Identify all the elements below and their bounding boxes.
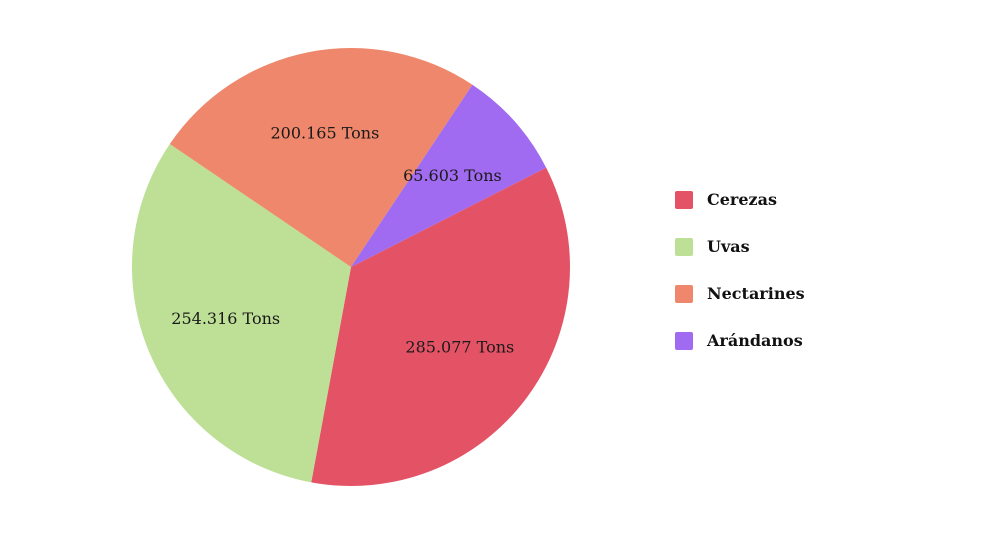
legend-label-cerezas: Cerezas (707, 190, 777, 209)
legend-label-uvas: Uvas (707, 237, 750, 256)
pie-value-label-cerezas: 285.077 Tons (405, 338, 514, 357)
legend-swatch-uvas (675, 237, 693, 256)
legend-item-cerezas[interactable]: Cerezas (675, 176, 805, 223)
pie-slices (131, 48, 570, 487)
legend-item-arandanos[interactable]: Arándanos (675, 317, 805, 364)
legend-label-arandanos: Arándanos (707, 331, 803, 350)
legend-swatch-arandanos (675, 331, 693, 350)
pie-value-label-nectarines: 200.165 Tons (270, 123, 379, 142)
legend-swatch-cerezas (675, 190, 693, 209)
pie-slice-cerezas[interactable] (311, 167, 570, 487)
legend-label-nectarines: Nectarines (707, 284, 805, 303)
pie-value-label-arandanos: 65.603 Tons (403, 166, 502, 185)
pie-slice-nectarines[interactable] (169, 48, 473, 268)
pie-value-labels: 285.077 Tons 254.316 Tons 200.165 Tons 65.6… (171, 123, 514, 356)
pie-value-label-uvas: 254.316 Tons (171, 309, 280, 328)
legend-swatch-nectarines (675, 284, 693, 303)
pie-slice-arandanos[interactable] (351, 84, 547, 268)
legend-item-nectarines[interactable]: Nectarines (675, 270, 805, 317)
legend-item-uvas[interactable]: Uvas (675, 223, 805, 270)
legend: Cerezas Uvas Nectarines Arándanos (675, 176, 805, 364)
pie-slice-uvas[interactable] (131, 143, 351, 483)
